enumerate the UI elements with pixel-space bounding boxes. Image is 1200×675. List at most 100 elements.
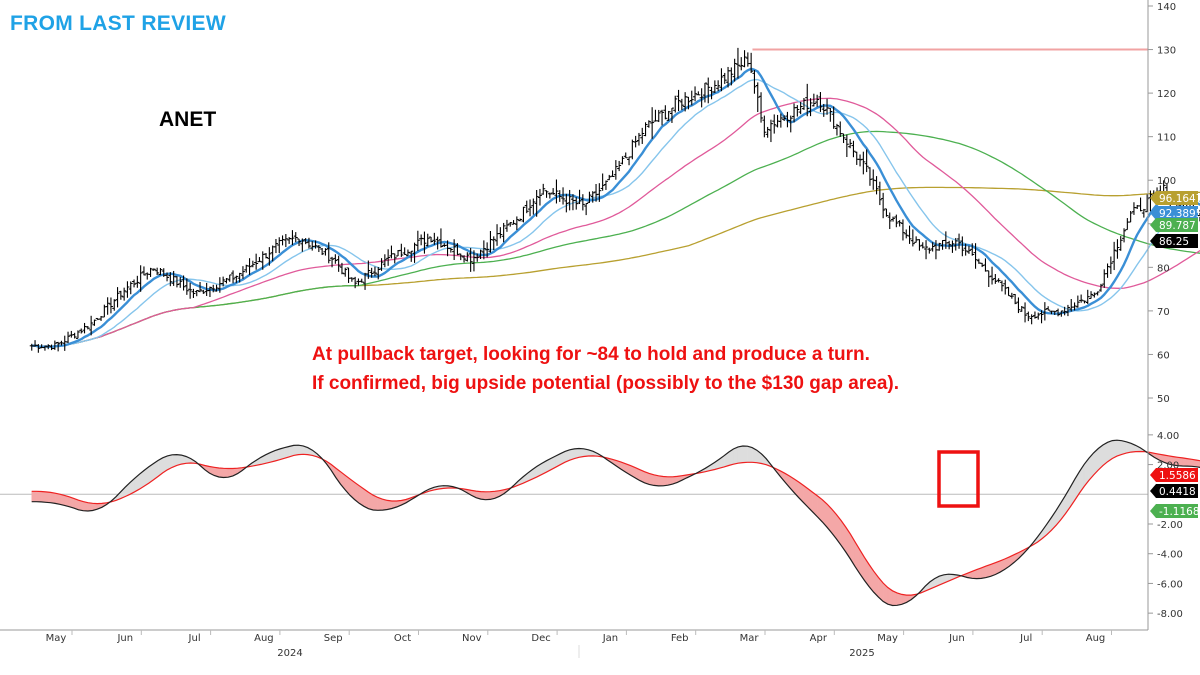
price-bar	[765, 126, 770, 138]
price-bar	[85, 326, 90, 330]
month-label: May	[877, 633, 898, 644]
price-bar	[831, 106, 836, 129]
price-bar	[696, 91, 701, 96]
price-bar	[1112, 241, 1117, 271]
month-label: Dec	[531, 633, 550, 644]
price-bar	[1089, 291, 1094, 299]
price-bar	[392, 253, 397, 264]
price-bar	[980, 262, 985, 268]
price-bar	[920, 242, 925, 249]
annotation-line-1: At pullback target, looking for ~84 to h…	[312, 344, 870, 365]
price-bar	[669, 107, 674, 123]
osc-fill-segment	[747, 445, 753, 463]
price-tick-label: 80	[1157, 263, 1170, 274]
price-bar	[158, 267, 163, 276]
osc-fill-segment	[1182, 457, 1188, 467]
price-bar	[973, 243, 978, 269]
price-bar	[369, 267, 374, 278]
ma-20-line	[31, 78, 1200, 348]
month-label: Mar	[740, 633, 760, 644]
price-bar	[52, 340, 57, 350]
price-bar	[577, 189, 582, 204]
price-bar	[485, 242, 490, 258]
price-bar	[1036, 312, 1041, 320]
price-bar	[75, 330, 80, 339]
price-bar	[1065, 304, 1070, 317]
price-bar	[524, 200, 529, 214]
price-bar	[1019, 306, 1024, 312]
price-bar	[184, 278, 189, 295]
price-bar	[46, 344, 51, 350]
price-bar	[36, 344, 41, 353]
price-bar	[574, 197, 579, 210]
price-bar	[211, 284, 216, 293]
price-bar	[584, 203, 589, 216]
price-bar	[1006, 286, 1011, 297]
price-bar	[346, 267, 351, 283]
osc-fill-segment	[293, 444, 299, 456]
price-bar	[844, 134, 849, 158]
price-bar	[963, 243, 968, 256]
price-bar	[254, 253, 259, 270]
price-bar	[531, 198, 536, 215]
price-bar	[1115, 239, 1120, 259]
price-bar	[957, 233, 962, 249]
osc-tick-label: 2.00	[1157, 461, 1179, 472]
price-bar	[858, 154, 863, 167]
price-bar	[894, 214, 899, 228]
price-bar	[108, 297, 113, 314]
price-bar	[462, 255, 467, 263]
value-tag-box	[1150, 234, 1198, 248]
price-bar	[432, 232, 437, 245]
price-bar	[551, 188, 556, 195]
price-bar	[198, 281, 203, 293]
price-bar	[1128, 210, 1133, 223]
price-bar	[735, 47, 740, 79]
price-bar	[841, 133, 846, 144]
value-tag-label: -1.1168	[1159, 506, 1200, 518]
osc-fill-segment	[662, 476, 669, 487]
price-bar	[188, 282, 193, 299]
price-bar	[541, 183, 546, 195]
price-bar	[478, 249, 483, 259]
price-bar	[716, 80, 721, 92]
month-label: Oct	[394, 633, 411, 644]
osc-fill-segment	[658, 475, 664, 487]
year-label: 2024	[277, 648, 302, 659]
price-bar	[504, 219, 509, 232]
price-bar	[821, 103, 826, 117]
price-bar	[960, 236, 965, 257]
price-bar	[732, 58, 737, 82]
price-bar	[587, 191, 592, 203]
price-bar	[514, 216, 519, 231]
price-bar	[745, 52, 750, 67]
value-tag-label: 1.5586	[1159, 470, 1196, 482]
price-bar	[1009, 292, 1014, 299]
price-bar	[623, 152, 628, 159]
price-bar	[891, 216, 896, 222]
price-bar	[287, 237, 292, 244]
price-bar	[1148, 190, 1153, 212]
price-bar	[194, 289, 199, 297]
price-bar	[673, 95, 678, 113]
price-bar	[62, 335, 67, 351]
price-bar	[854, 151, 859, 165]
price-bar	[848, 138, 853, 149]
price-bar	[221, 276, 226, 287]
price-tick-label: 110	[1157, 133, 1176, 144]
ma-50-line	[31, 97, 1200, 348]
price-bar	[283, 234, 288, 248]
price-bar	[42, 345, 47, 351]
price-bar	[1118, 236, 1123, 251]
price-bar	[207, 286, 212, 298]
price-bar	[597, 183, 602, 202]
price-bar	[666, 110, 671, 121]
price-tick-label: 120	[1157, 89, 1176, 100]
osc-fill-segment	[733, 446, 739, 465]
price-bar	[79, 328, 84, 334]
price-bar	[118, 290, 123, 300]
price-bar	[937, 242, 942, 251]
osc-fill-segment	[653, 474, 659, 487]
price-bar	[749, 52, 754, 74]
price-bar	[372, 266, 377, 277]
